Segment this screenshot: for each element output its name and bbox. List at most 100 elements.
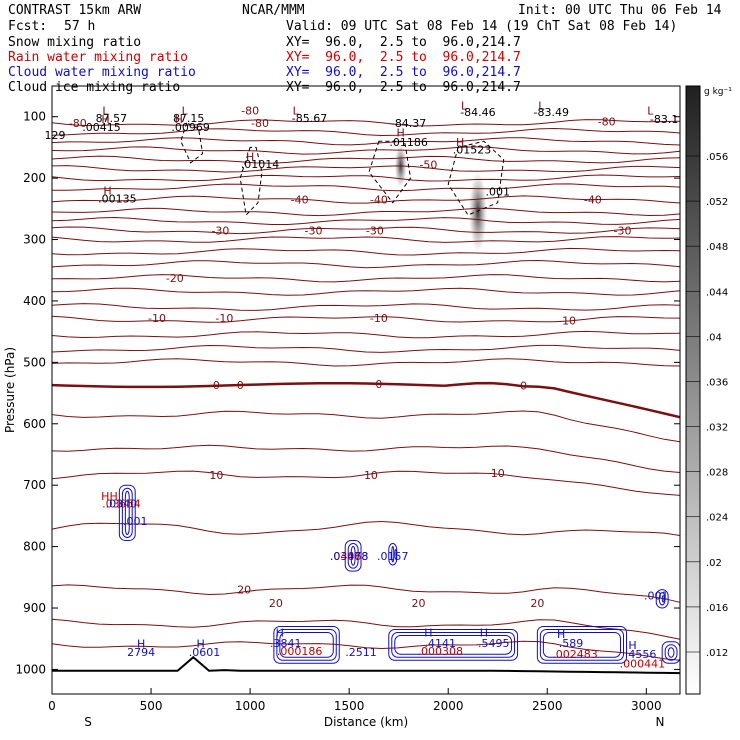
cloud-water-contour	[344, 539, 362, 572]
colorbar-label: .052	[706, 197, 728, 208]
cloud-water-contour	[124, 490, 130, 535]
extremum-label: .00969	[171, 121, 210, 134]
temperature-contour	[51, 155, 681, 164]
cloud-water-contour	[391, 546, 395, 563]
y-tick-label: 400	[23, 294, 46, 308]
temperature-label: -30	[366, 224, 384, 237]
extremum-label: .03654	[102, 498, 141, 511]
temperature-contour	[51, 183, 681, 192]
x-tick-label: 2500	[532, 699, 563, 713]
extremum-label: .0340	[106, 498, 138, 511]
cloud-water-contour	[536, 625, 628, 664]
cloud-water-contour	[388, 629, 519, 661]
extremum-label: H	[397, 127, 405, 140]
temperature-label: -10	[215, 312, 233, 325]
extremum-label: .589	[559, 637, 584, 650]
extremum-label: .0601	[189, 646, 221, 659]
temperature-label: -80	[251, 117, 269, 130]
extremum-label: .001	[644, 590, 669, 603]
extremum-label: .01014	[241, 158, 280, 171]
extremum-label: H	[456, 136, 464, 149]
y-tick-label: 1000	[15, 662, 46, 676]
temperature-label: 10	[364, 469, 378, 482]
extremum-label: H	[103, 184, 111, 197]
temperature-contour	[51, 640, 681, 661]
y-tick-label: 600	[23, 417, 46, 431]
field-xy-snow: XY= 96.0, 2.5 to 96.0,214.7	[286, 35, 521, 50]
temperature-contour	[51, 358, 681, 367]
extremum-label: H	[175, 113, 183, 126]
y-tick-label: 800	[23, 540, 46, 554]
field-xy-cloudice: XY= 96.0, 2.5 to 96.0,214.7	[286, 80, 521, 95]
y-axis-label: Pressure (hPa)	[3, 347, 17, 433]
cloud-water-contour	[664, 644, 678, 661]
cloud-water-contour	[542, 631, 622, 658]
temperature-label: -10	[558, 315, 576, 328]
temperature-contour	[51, 247, 681, 256]
extremum-label: -83.1	[650, 113, 678, 126]
extremum-label: L	[293, 105, 300, 118]
cloud-water-contour	[350, 545, 356, 566]
temperature-label: -80	[69, 117, 87, 130]
extremum-label: .000441	[620, 657, 666, 670]
valid-label: Valid: 09 UTC Sat 08 Feb 14 (19 ChT Sat …	[286, 19, 678, 34]
field-xy-rain: XY= 96.0, 2.5 to 96.0,214.7	[286, 50, 521, 65]
snow-shading-2	[468, 171, 487, 252]
fcst-label: Fcst:	[8, 19, 48, 34]
temperature-label: -80	[241, 105, 259, 118]
colorbar-label: .044	[706, 287, 728, 298]
cloud-water-contour	[347, 542, 359, 569]
extremum-label: .000308	[418, 645, 464, 658]
temperature-label: 20	[411, 597, 425, 610]
extremum-label: .01186	[389, 136, 428, 149]
temperature-label: -40	[584, 194, 602, 207]
colorbar-label: .036	[706, 377, 728, 388]
x-axis-label: Distance (km)	[324, 715, 408, 729]
temperature-label: -10	[370, 312, 388, 325]
cloud-water-contour	[121, 487, 133, 538]
extremum-label: H	[480, 627, 488, 640]
extremum-label: .00415	[82, 121, 121, 134]
extremum-label: -84.46	[460, 106, 495, 119]
temperature-label: 10	[491, 467, 505, 480]
temperature-label: 10	[209, 469, 223, 482]
colorbar	[685, 85, 701, 695]
y-tick-label: 100	[23, 110, 46, 124]
colorbar-label: .028	[706, 468, 728, 479]
extremum-label: .5495	[478, 637, 510, 650]
cloud-ice-contour	[368, 140, 412, 204]
right-end-label: N	[656, 715, 665, 729]
y-tick-label: 700	[23, 478, 46, 492]
cloud-water-contour	[667, 647, 675, 658]
temperature-contour	[51, 259, 681, 269]
temperature-contour	[51, 444, 681, 473]
cloud-water-contour	[391, 632, 516, 658]
temperature-label: 20	[269, 597, 283, 610]
temperature-contour	[51, 137, 681, 146]
temperature-label: 20	[237, 584, 251, 597]
temperature-label: 0	[375, 378, 382, 391]
temperature-contour	[51, 226, 681, 235]
extremum-label: H	[557, 628, 565, 641]
temperature-contour	[51, 303, 681, 311]
extremum-label: .3841	[270, 637, 302, 650]
extremum-label: L	[461, 100, 468, 113]
extremum-label: .4141	[425, 637, 457, 650]
cloud-ice-contour	[239, 146, 263, 217]
temperature-contour	[51, 207, 681, 217]
extremum-label: 2794	[127, 646, 155, 659]
extremum-label: H	[424, 627, 432, 640]
temperature-contour	[51, 236, 681, 243]
extremum-label: 4556	[628, 648, 656, 661]
field-name-rain: Rain water mixing ratio	[8, 50, 189, 65]
extremum-label: .000186	[277, 645, 323, 658]
extremum-label: .001	[123, 515, 148, 528]
cloud-ice-contour	[180, 122, 204, 164]
extremum-label: H	[246, 151, 254, 164]
extremum-label: .03478	[330, 550, 369, 563]
extremum-label: .002483	[552, 648, 598, 661]
x-tick-label: 500	[140, 699, 163, 713]
cloud-water-contour	[394, 635, 513, 655]
extremum-label: -83.49	[533, 106, 568, 119]
